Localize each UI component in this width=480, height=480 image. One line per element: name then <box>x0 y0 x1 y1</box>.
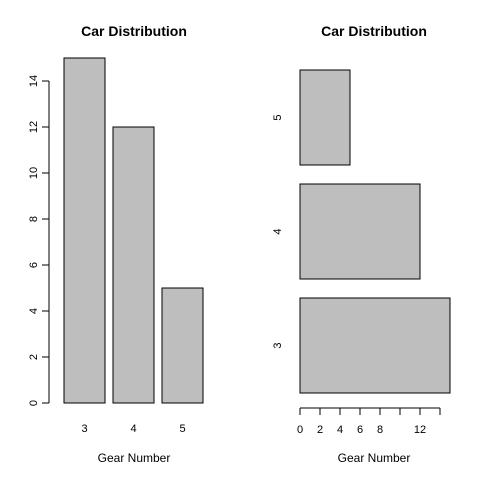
tick-label: 8 <box>377 424 383 436</box>
tick-label: 2 <box>317 424 323 436</box>
vertical-bar-chart: Car Distribution 0 2 4 6 8 10 12 14 3 4 5 Gear Nu… <box>28 23 204 465</box>
y-category-labels-right: 3 4 5 <box>272 114 284 348</box>
x-category-labels-left: 3 4 5 <box>81 423 185 435</box>
bar-3 <box>63 57 106 404</box>
category-label: 3 <box>81 423 87 435</box>
bar-5 <box>299 69 351 166</box>
chart-title-left: Car Distribution <box>81 23 187 39</box>
bar-5 <box>161 287 204 404</box>
tick-label: 12 <box>414 424 426 436</box>
bars-left <box>63 57 204 404</box>
tick-label: 8 <box>28 216 40 222</box>
tick-label: 0 <box>297 424 303 436</box>
horizontal-bar-chart: Car Distribution 0 2 4 6 8 12 3 4 5 Gear Number <box>272 23 451 465</box>
tick-label: 2 <box>28 354 40 360</box>
tick-label: 4 <box>337 424 343 436</box>
tick-label: 6 <box>357 424 363 436</box>
category-label: 3 <box>272 342 284 348</box>
category-label: 5 <box>179 423 185 435</box>
category-label: 4 <box>272 228 284 234</box>
x-axis-label-right: Gear Number <box>338 451 411 465</box>
tick-label: 12 <box>28 121 40 133</box>
chart-title-right: Car Distribution <box>321 23 427 39</box>
tick-label: 14 <box>28 75 40 87</box>
x-axis-right: 0 2 4 6 8 12 <box>297 407 441 436</box>
bar-4 <box>112 126 155 404</box>
tick-label: 0 <box>28 400 40 406</box>
tick-label: 4 <box>28 308 40 314</box>
category-label: 4 <box>130 423 136 435</box>
bar-4 <box>299 183 421 280</box>
x-axis-label-left: Gear Number <box>98 451 171 465</box>
tick-label: 6 <box>28 262 40 268</box>
y-axis-left: 0 2 4 6 8 10 12 14 <box>28 75 50 406</box>
bars-right <box>299 69 451 394</box>
bar-3 <box>299 297 451 394</box>
category-label: 5 <box>272 114 284 120</box>
tick-label: 10 <box>28 167 40 179</box>
